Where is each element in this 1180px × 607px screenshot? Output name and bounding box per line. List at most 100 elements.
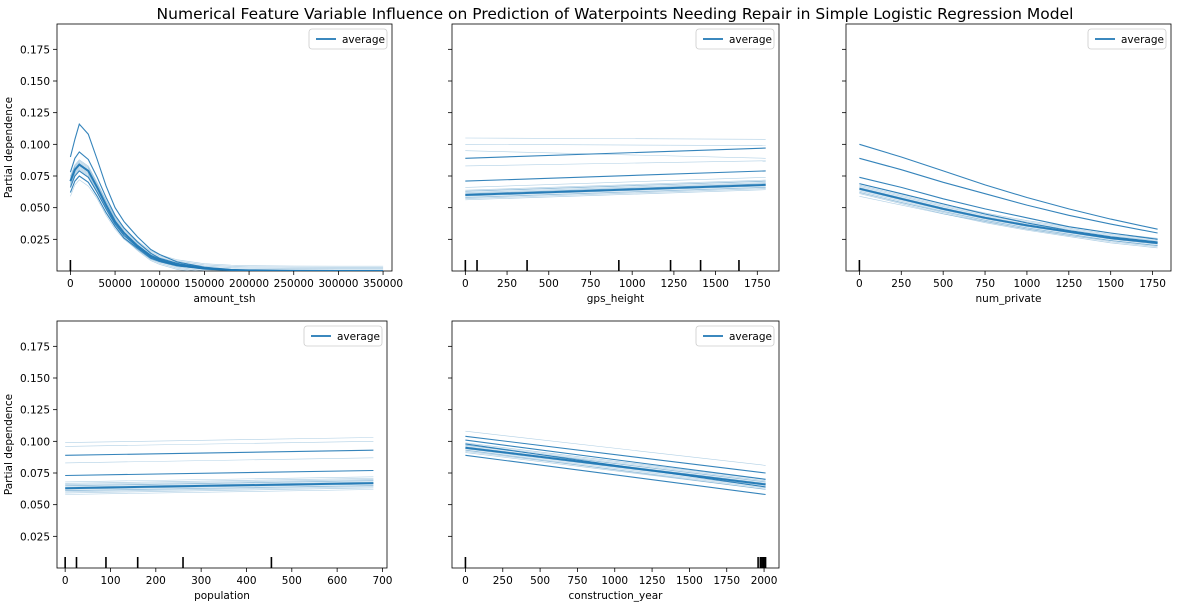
legend-box xyxy=(695,28,775,50)
individual-line xyxy=(859,183,1158,239)
individual-line xyxy=(465,137,766,140)
individual-line xyxy=(859,189,1158,245)
individual-line xyxy=(465,179,766,191)
individual-line xyxy=(465,180,766,192)
x-tick-label: 500 xyxy=(933,278,953,290)
subplot-grid: 0 50000 100000 150000 200000 250000 300000 3500… xyxy=(3,23,1172,602)
individual-line xyxy=(465,180,766,192)
individual-line xyxy=(70,168,191,271)
y-tick-label: 0.025 xyxy=(20,234,50,246)
y-tick-label: 0.075 xyxy=(20,468,50,480)
legend-label: average xyxy=(1121,34,1164,46)
x-tick-label: 0 xyxy=(62,575,69,587)
individual-line xyxy=(65,449,374,456)
legend: average xyxy=(695,28,775,50)
legend: average xyxy=(308,28,388,50)
subplot-population: 0 100 200 300 400 500 600 700 0.025 0.050 0.075 0.1… xyxy=(3,320,392,602)
x-tick-label: 150000 xyxy=(184,278,224,290)
individual-line xyxy=(859,191,1158,248)
individual-line xyxy=(465,182,766,193)
x-tick-label: 1000 xyxy=(601,575,628,587)
legend: average xyxy=(303,325,383,347)
x-tick-label: 350000 xyxy=(363,278,403,290)
x-tick-label: 500 xyxy=(530,575,550,587)
y-tick-label: 0.150 xyxy=(20,373,50,385)
ice-lines xyxy=(859,143,1158,249)
x-tick-label: 1750 xyxy=(713,575,740,587)
individual-line xyxy=(465,188,766,199)
ice-lines xyxy=(69,122,384,271)
x-tick-label: 500 xyxy=(282,575,302,587)
individual-line xyxy=(859,176,1158,240)
x-tick-label: 1500 xyxy=(676,575,703,587)
average-line xyxy=(465,183,766,196)
individual-line xyxy=(465,439,766,480)
average-line xyxy=(69,163,384,271)
x-tick-label: 750 xyxy=(975,278,995,290)
individual-line xyxy=(465,449,766,488)
individual-line xyxy=(859,185,1158,242)
individual-line xyxy=(465,147,766,159)
individual-line xyxy=(465,160,766,167)
individual-line xyxy=(70,159,384,267)
y-axis-label: Partial dependence xyxy=(3,97,15,198)
x-tick-label: 250000 xyxy=(274,278,314,290)
y-tick-label: 0.100 xyxy=(20,436,50,448)
ice-lines xyxy=(465,430,766,496)
legend: average xyxy=(695,325,775,347)
x-tick-label: 750 xyxy=(567,575,587,587)
x-axis-label: population xyxy=(194,590,250,602)
individual-line xyxy=(65,485,374,491)
legend-box xyxy=(303,325,383,347)
axes-frame xyxy=(451,23,780,272)
individual-line xyxy=(65,481,374,488)
x-tick-label: 300 xyxy=(191,575,211,587)
x-tick-label: 1750 xyxy=(1139,278,1166,290)
legend-box xyxy=(1087,28,1167,50)
legend-box xyxy=(308,28,388,50)
x-tick-label: 250 xyxy=(497,278,517,290)
individual-line xyxy=(65,437,374,443)
y-tick-label: 0.125 xyxy=(20,108,50,120)
x-tick-label: 0 xyxy=(67,278,74,290)
individual-line xyxy=(65,487,374,494)
x-tick-label: 250 xyxy=(891,278,911,290)
individual-line xyxy=(465,183,766,194)
individual-line xyxy=(465,448,766,486)
y-tick-label: 0.125 xyxy=(20,405,50,417)
individual-line xyxy=(859,192,1158,246)
x-tick-label: 1500 xyxy=(702,278,729,290)
legend-label: average xyxy=(729,34,772,46)
x-axis-label: gps_height xyxy=(587,293,645,305)
y-tick-label: 0.100 xyxy=(20,139,50,151)
individual-line xyxy=(65,483,374,490)
individual-line xyxy=(465,443,766,482)
individual-line xyxy=(859,143,1158,230)
x-tick-label: 300000 xyxy=(318,278,358,290)
individual-line xyxy=(70,160,384,268)
individual-line xyxy=(65,480,374,486)
x-axis-label: construction_year xyxy=(569,590,664,602)
y-tick-label: 0.075 xyxy=(20,171,50,183)
y-tick-label: 0.175 xyxy=(20,44,50,56)
x-tick-label: 0 xyxy=(462,575,469,587)
axes-frame xyxy=(451,320,780,569)
x-tick-label: 1000 xyxy=(1014,278,1041,290)
axes-frame xyxy=(845,23,1172,272)
subplot-num_private: 0 250 500 750 1000 1250 1500 1750 num_private ave… xyxy=(842,23,1172,305)
x-tick-label: 50000 xyxy=(98,278,131,290)
individual-line xyxy=(465,449,766,490)
x-axis-label: num_private xyxy=(976,293,1042,305)
individual-line xyxy=(65,479,374,485)
individual-line xyxy=(465,444,766,483)
average-line xyxy=(65,482,374,490)
individual-line xyxy=(70,162,384,271)
individual-line xyxy=(465,444,766,483)
x-tick-label: 200 xyxy=(146,575,166,587)
axes-frame xyxy=(56,23,393,272)
individual-line xyxy=(859,157,1158,234)
x-tick-label: 700 xyxy=(372,575,392,587)
x-axis-label: amount_tsh xyxy=(193,293,255,305)
individual-line xyxy=(465,189,766,201)
x-tick-label: 400 xyxy=(236,575,256,587)
